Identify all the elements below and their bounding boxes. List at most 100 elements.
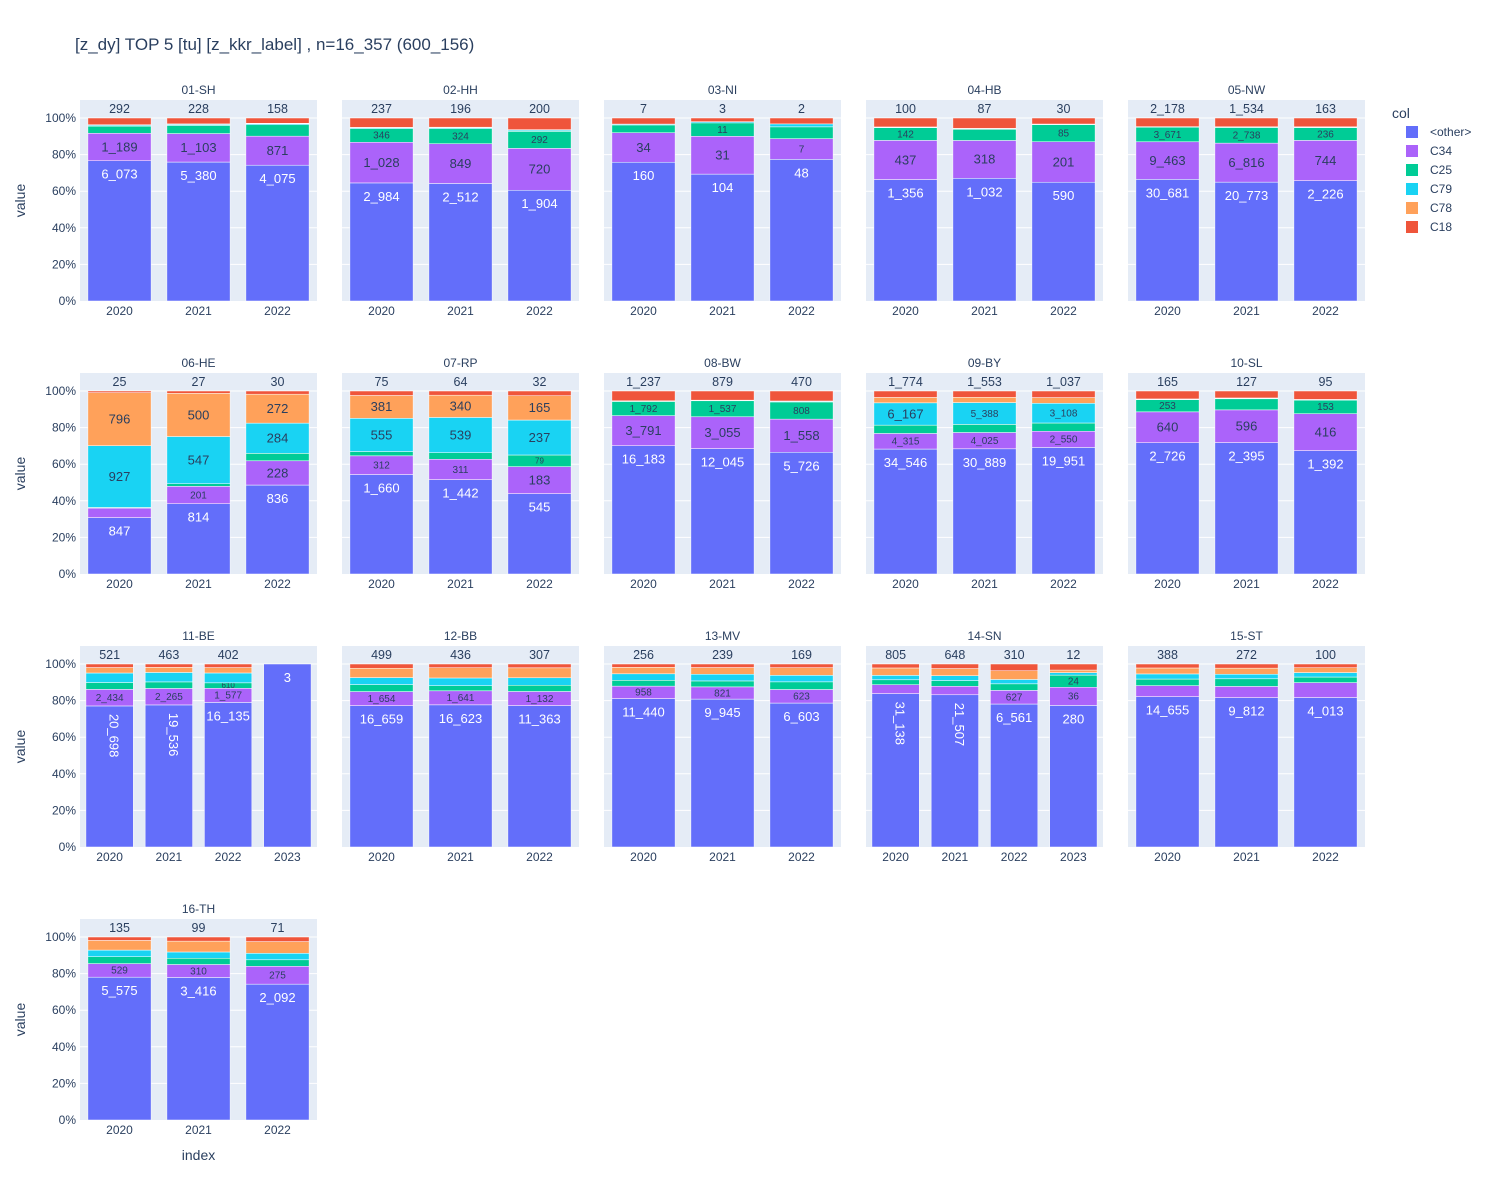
bar-segment-other (144, 704, 193, 848)
bar-value-label: 1_189 (101, 139, 137, 154)
x-tick-label: 2021 (1233, 577, 1260, 591)
y-tick-label: 20% (52, 530, 76, 544)
bar-value-label: 3_055 (704, 425, 740, 440)
bar-segment-C78 (990, 670, 1039, 680)
bar-segment-C18 (769, 117, 834, 125)
y-tick-label: 100% (45, 657, 76, 671)
bar-segment-C79 (245, 422, 310, 454)
bar-segment-C18 (871, 663, 920, 669)
bar-segment-C79 (871, 675, 920, 681)
x-tick-label: 2021 (185, 577, 212, 591)
bar-value-label: 847 (109, 524, 131, 539)
bar-value-label: 34_546 (884, 455, 927, 470)
bar-total-label: 163 (1315, 102, 1336, 116)
x-tick-label: 2022 (526, 304, 553, 318)
y-tick-label: 20% (52, 803, 76, 817)
bar-value-label: 165 (529, 400, 551, 415)
bar-value-label: 610 (221, 681, 235, 690)
bar-segment-C25 (769, 126, 834, 139)
bar-segment-C78 (87, 392, 152, 446)
bar-value-label: 1_356 (887, 186, 923, 201)
bar-total-label: 648 (944, 648, 965, 662)
x-tick-label: 2022 (264, 304, 291, 318)
y-tick-label: 80% (52, 967, 76, 981)
bar-value-label: 183 (529, 472, 551, 487)
bar-segment-C25 (245, 453, 310, 462)
bar-segment-C25 (166, 957, 231, 965)
bar-segment-C79 (245, 953, 310, 961)
bar-value-label: 6_561 (996, 710, 1032, 725)
x-tick-label: 2020 (368, 850, 395, 864)
bar-segment-C18 (87, 936, 152, 941)
bar-segment-C25 (87, 125, 152, 134)
bar-value-label: 104 (712, 180, 734, 195)
legend-swatch (1406, 145, 1418, 157)
y-tick-label: 100% (45, 930, 76, 944)
bar-value-label: 1_103 (180, 140, 216, 155)
facet-title: 01-SH (181, 83, 215, 97)
facets: 01-SH0%20%40%60%80%100%value6_0731_18929… (12, 83, 1365, 1163)
bar-total-label: 196 (450, 102, 471, 116)
bar-total-label: 2_178 (1150, 102, 1185, 116)
bar-segment-C78 (87, 940, 152, 951)
y-tick-label: 0% (59, 1113, 77, 1127)
y-tick-label: 0% (59, 567, 77, 581)
bar-segment-other (1031, 447, 1096, 575)
bar-value-label: 437 (895, 152, 917, 167)
bar-value-label: 640 (1157, 420, 1179, 435)
bar-segment-C34 (611, 132, 676, 163)
bar-total-label: 310 (1004, 648, 1025, 662)
bar-segment-C18 (990, 663, 1039, 672)
facet-title: 14-SN (967, 629, 1001, 643)
bar-value-label: 201 (190, 490, 207, 501)
bar-value-label: 500 (188, 407, 210, 422)
bar-segment-C25 (1214, 678, 1279, 687)
bar-value-label: 2_092 (259, 990, 295, 1005)
x-tick-label: 2020 (368, 577, 395, 591)
bar-segment-C79 (204, 672, 253, 684)
bar-value-label: 1_032 (966, 184, 1002, 199)
x-tick-label: 2020 (106, 304, 133, 318)
y-axis-title: value (12, 1003, 28, 1037)
bar-segment-other (1214, 181, 1279, 302)
facet-15-ST: 15-ST 14_655 388 2020 9_812 272 2021 4_013 100 20… (1128, 629, 1365, 864)
bar-value-label: 318 (974, 152, 996, 167)
bar-total-label: 30 (1057, 102, 1071, 116)
bar-segment-C79 (769, 123, 834, 128)
bar-segment-other (87, 160, 152, 302)
bar-segment-other (349, 705, 414, 848)
bar-value-label: 529 (111, 966, 128, 977)
bar-total-label: 135 (109, 921, 130, 935)
bar-value-label: 7 (799, 144, 805, 155)
bar-value-label: 272 (267, 401, 289, 416)
bar-segment-C34 (1214, 686, 1279, 698)
bar-value-label: 4_025 (971, 436, 999, 447)
bar-segment-C25 (611, 124, 676, 133)
facet-title: 07-RP (443, 356, 477, 370)
x-tick-label: 2021 (971, 577, 998, 591)
bar-segment-C18 (769, 663, 834, 668)
bar-segment-C18 (611, 390, 676, 402)
bar-segment-C79 (1049, 672, 1098, 676)
bar-segment-C18 (1214, 390, 1279, 399)
bar-segment-C78 (428, 667, 493, 679)
bar-value-label: 623 (793, 692, 810, 703)
bar-value-label: 1_641 (447, 693, 475, 704)
bar-value-label: 160 (633, 168, 655, 183)
bar-total-label: 100 (895, 102, 916, 116)
bar-segment-C78 (166, 940, 231, 953)
bar-segment-C79 (507, 419, 572, 456)
bar-segment-C79 (87, 949, 152, 957)
facet-title: 15-ST (1230, 629, 1263, 643)
bar-total-label: 87 (978, 102, 992, 116)
bar-value-label: 312 (373, 461, 390, 472)
bar-value-label: 310 (190, 966, 207, 977)
y-axis-title: value (12, 730, 28, 764)
x-tick-label: 2021 (156, 850, 183, 864)
bar-value-label: 2_984 (363, 189, 399, 204)
bar-segment-C34 (428, 143, 493, 184)
legend-label: C25 (1430, 163, 1452, 177)
bar-value-label: 292 (531, 135, 548, 146)
facet-title: 11-BE (182, 629, 214, 643)
